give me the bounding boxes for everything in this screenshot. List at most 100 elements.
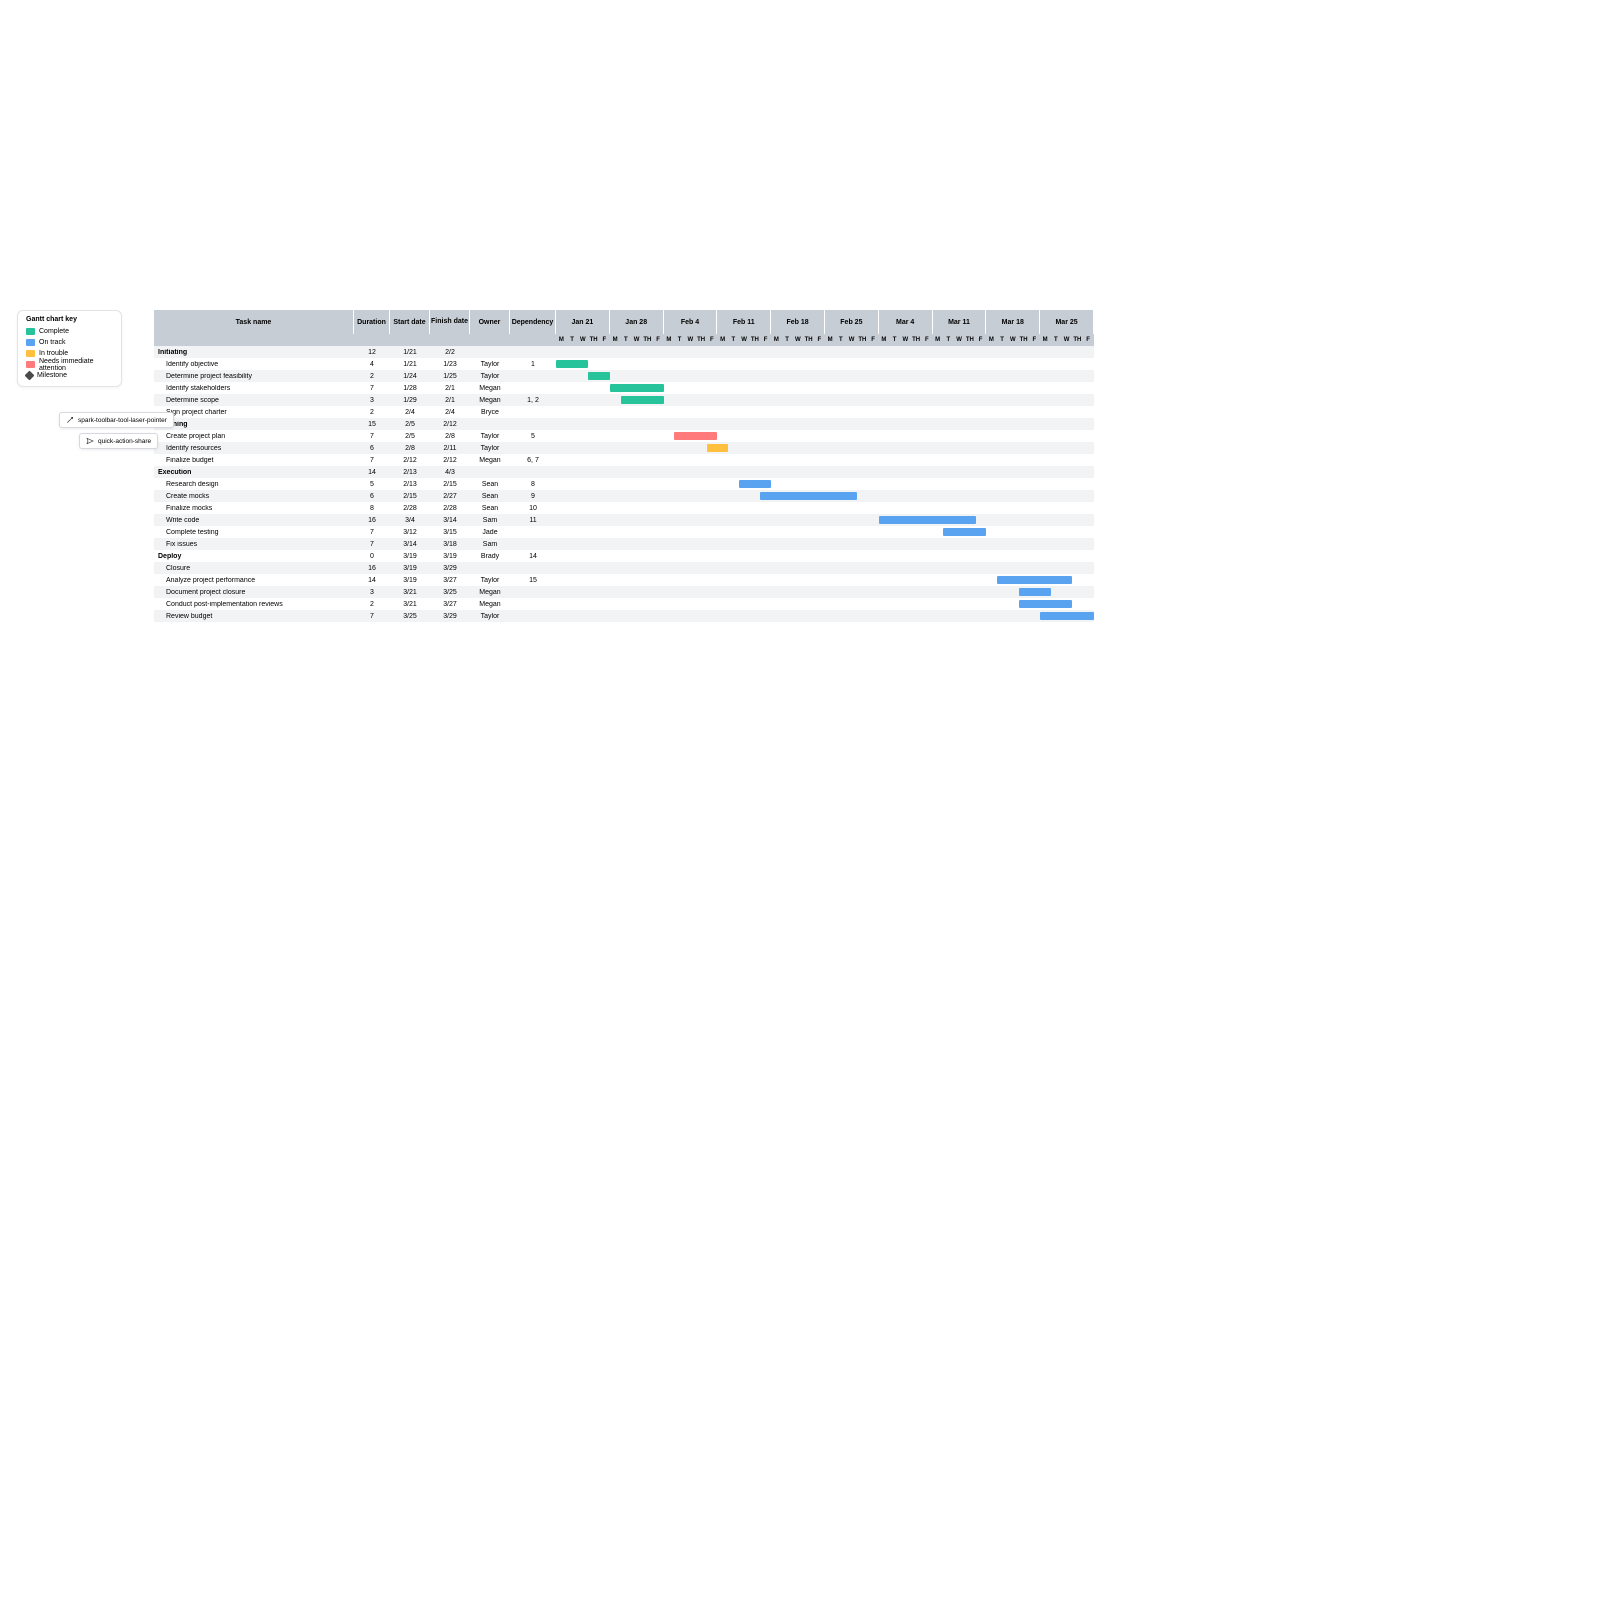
gantt-bar[interactable] <box>1040 612 1094 620</box>
day-header: F <box>707 334 718 346</box>
task-row: Review budget73/253/29Taylor <box>154 610 1094 622</box>
cell-start: 2/8 <box>390 445 430 452</box>
week-header: Mar 25 <box>1040 310 1094 334</box>
task-row: Identify objective41/211/23Taylor1 <box>154 358 1094 370</box>
day-header: TH <box>1018 334 1029 346</box>
header-row: Task name Duration Start date Finish dat… <box>154 310 1094 334</box>
day-header: M <box>610 334 621 346</box>
cell-task: Research design <box>154 481 354 488</box>
gantt-bar[interactable] <box>760 492 857 500</box>
cell-timeline <box>556 574 1094 586</box>
day-header: T <box>836 334 847 346</box>
task-row: Fix issues73/143/18Sam <box>154 538 1094 550</box>
cell-owner: Sam <box>470 541 510 548</box>
cell-task: Identify objective <box>154 361 354 368</box>
legend-panel: Gantt chart key CompleteOn trackIn troub… <box>17 310 122 387</box>
cell-timeline <box>556 514 1094 526</box>
cell-start: 2/5 <box>390 421 430 428</box>
day-header: F <box>814 334 825 346</box>
weeks-header: Jan 21Jan 28Feb 4Feb 11Feb 18Feb 25Mar 4… <box>556 310 1094 334</box>
week-header: Jan 21 <box>556 310 610 334</box>
cell-timeline <box>556 394 1094 406</box>
gantt-bar[interactable] <box>621 396 664 404</box>
cell-timeline <box>556 454 1094 466</box>
cell-timeline <box>556 562 1094 574</box>
cell-task: Review budget <box>154 613 354 620</box>
cell-owner: Sam <box>470 517 510 524</box>
cell-finish: 2/1 <box>430 385 470 392</box>
cell-dependency: 9 <box>510 493 556 500</box>
cell-duration: 16 <box>354 517 390 524</box>
cell-duration: 7 <box>354 529 390 536</box>
gantt-bar[interactable] <box>588 372 610 380</box>
cell-start: 1/21 <box>390 361 430 368</box>
gantt-bar[interactable] <box>997 576 1072 584</box>
cell-finish: 2/28 <box>430 505 470 512</box>
day-header: M <box>556 334 567 346</box>
day-header: W <box>846 334 857 346</box>
day-header: M <box>879 334 890 346</box>
week-header: Mar 18 <box>986 310 1040 334</box>
cell-finish: 2/8 <box>430 433 470 440</box>
day-header: M <box>717 334 728 346</box>
cell-owner: Megan <box>470 457 510 464</box>
day-header: W <box>578 334 589 346</box>
cell-duration: 2 <box>354 373 390 380</box>
cell-duration: 0 <box>354 553 390 560</box>
cell-start: 2/4 <box>390 409 430 416</box>
cell-start: 1/28 <box>390 385 430 392</box>
legend-item: On track <box>26 337 113 348</box>
gantt-bar[interactable] <box>1019 588 1051 596</box>
cell-duration: 14 <box>354 577 390 584</box>
day-header: M <box>932 334 943 346</box>
th-finish: Finish date <box>430 310 470 334</box>
cell-timeline <box>556 346 1094 358</box>
day-header: F <box>1029 334 1040 346</box>
gantt-bar[interactable] <box>1019 600 1073 608</box>
legend-label: Complete <box>39 328 69 335</box>
gantt-bar[interactable] <box>739 480 771 488</box>
task-row: Analyze project performance143/193/27Tay… <box>154 574 1094 586</box>
legend-label: Milestone <box>37 372 67 379</box>
gantt-bar[interactable] <box>556 360 588 368</box>
day-header: T <box>1051 334 1062 346</box>
day-header: T <box>674 334 685 346</box>
cell-task: Fix issues <box>154 541 354 548</box>
day-header: W <box>1008 334 1019 346</box>
gantt-bar[interactable] <box>610 384 664 392</box>
cell-task: Determine project feasibility <box>154 373 354 380</box>
share-label: quick-action-share <box>98 438 151 445</box>
cell-duration: 5 <box>354 481 390 488</box>
gantt-bar[interactable] <box>674 432 717 440</box>
th-start: Start date <box>390 310 430 334</box>
cell-timeline <box>556 466 1094 478</box>
cell-owner: Megan <box>470 397 510 404</box>
cell-timeline <box>556 418 1094 430</box>
legend-swatch <box>26 328 35 335</box>
gantt-bar[interactable] <box>943 528 986 536</box>
cell-finish: 2/15 <box>430 481 470 488</box>
day-header: F <box>760 334 771 346</box>
day-header: M <box>986 334 997 346</box>
cell-duration: 6 <box>354 445 390 452</box>
cell-task: Create project plan <box>154 433 354 440</box>
day-header-row: MTWTHFMTWTHFMTWTHFMTWTHFMTWTHFMTWTHFMTWT… <box>154 334 1094 346</box>
gantt-bar[interactable] <box>707 444 729 452</box>
share-button[interactable]: quick-action-share <box>79 433 158 449</box>
milestone-icon <box>25 371 35 381</box>
cell-task: Analyze project performance <box>154 577 354 584</box>
task-row: Sign project charter22/42/4Bryce <box>154 406 1094 418</box>
gantt-bar[interactable] <box>879 516 976 524</box>
cell-start: 3/14 <box>390 541 430 548</box>
cell-duration: 7 <box>354 385 390 392</box>
day-header: T <box>621 334 632 346</box>
th-owner: Owner <box>470 310 510 334</box>
cell-start: 1/21 <box>390 349 430 356</box>
laser-pointer-button[interactable]: spark-toolbar-tool-laser-pointer <box>59 412 174 428</box>
cell-start: 3/21 <box>390 601 430 608</box>
cell-dependency: 14 <box>510 553 556 560</box>
day-header: M <box>771 334 782 346</box>
legend-item: Milestone <box>26 370 113 381</box>
cell-owner: Taylor <box>470 577 510 584</box>
week-header: Mar 4 <box>879 310 933 334</box>
